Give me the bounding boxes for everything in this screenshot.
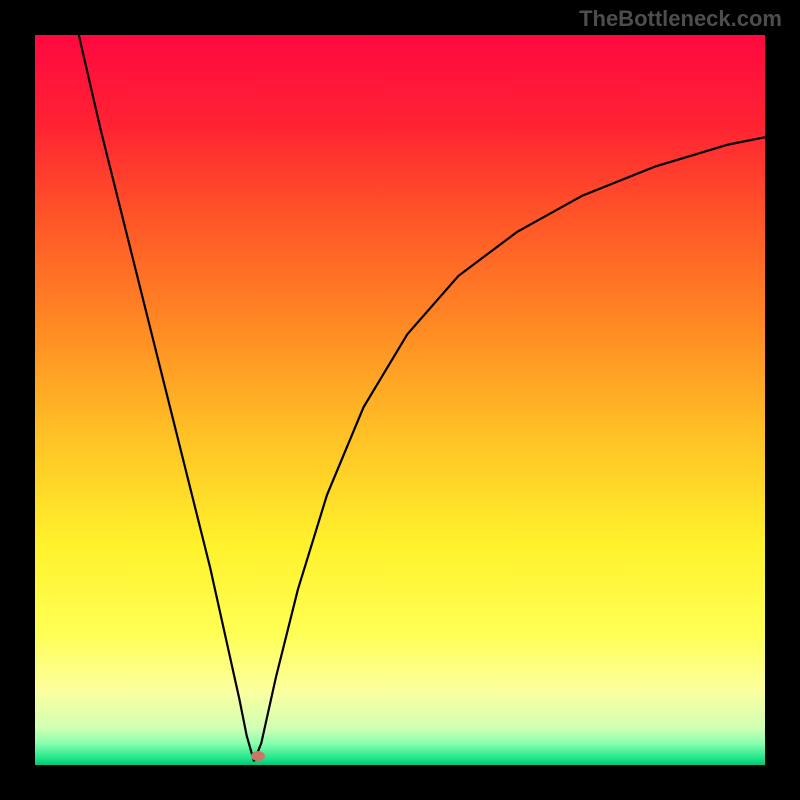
- bottleneck-curve: [35, 35, 765, 765]
- plot-area: [35, 35, 765, 765]
- minimum-marker: [251, 751, 265, 761]
- curve-left: [79, 35, 254, 761]
- watermark-text: TheBottleneck.com: [579, 6, 782, 32]
- curve-right: [254, 137, 765, 761]
